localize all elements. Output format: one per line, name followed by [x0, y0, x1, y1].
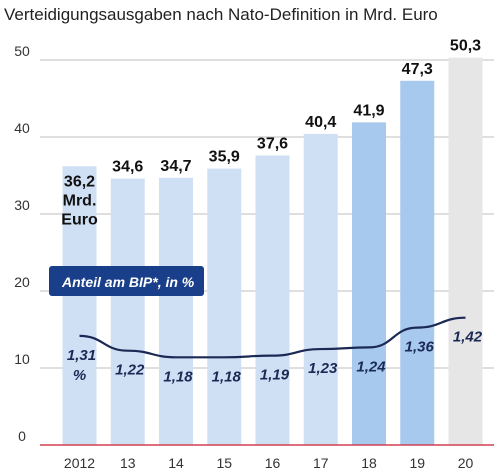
bar-value-label: 35,9: [209, 149, 240, 166]
x-tick-label: 19: [409, 455, 425, 471]
bip-point-label: 1,18: [212, 368, 242, 385]
bar-value-label: 37,6: [257, 135, 288, 152]
bip-point-label: 1,23: [308, 360, 338, 377]
bar-value-label: 50,3: [450, 38, 481, 55]
bip-unit-label: %: [73, 367, 86, 384]
x-tick-label: 16: [265, 455, 281, 471]
y-tick-label: 0: [18, 428, 26, 444]
bip-point-label: 1,36: [405, 339, 435, 356]
label-layer: 36,2 34,6 34,7 35,9 37,6 40,4 41,9 47,3 50,3 Mrd.…: [61, 38, 482, 386]
bar-15: [207, 168, 242, 445]
bar-unit-label: Euro: [61, 211, 98, 228]
bip-line-layer: [79, 316, 466, 359]
bar-13: [110, 178, 145, 445]
bar-14: [159, 177, 193, 445]
y-tick-label: 30: [14, 197, 30, 213]
bar-value-label: 40,4: [305, 114, 336, 131]
x-tick-label: 13: [120, 455, 136, 471]
bip-point-label: 1,18: [163, 368, 193, 385]
x-tick-label: 15: [216, 455, 232, 471]
bar-layer: [62, 57, 483, 446]
bar-16: [255, 155, 290, 446]
x-tick-label: 14: [168, 455, 184, 471]
bar-2012: [62, 166, 97, 445]
bar-value-label: 34,6: [112, 159, 143, 176]
bar-17: [303, 133, 338, 446]
x-tick-label: 18: [361, 455, 377, 471]
bip-legend-label: Anteil am BIP*, in %: [61, 274, 195, 290]
bip-legend: Anteil am BIP*, in %: [49, 266, 204, 296]
bar-value-label: 34,7: [160, 158, 191, 175]
bip-point-label: 1,42: [453, 329, 483, 346]
bar-value-label: 41,9: [353, 102, 384, 119]
chart-title: Verteidigungsausgaben nach Nato-Definiti…: [4, 5, 438, 24]
axis-layer: 0 10 20 30 40 50 2012 13 14 15 16 17 18 19 20: [14, 43, 494, 471]
bip-point-label: 1,24: [356, 358, 386, 375]
x-tick-label: 17: [313, 455, 329, 471]
bip-point-label: 1,19: [260, 367, 290, 384]
bip-legend-background: [49, 266, 204, 296]
bar-18: [352, 122, 386, 446]
bar-value-label: 47,3: [402, 61, 433, 78]
y-tick-label: 20: [14, 274, 30, 290]
bar-19: [400, 80, 435, 445]
bip-point-label: 1,22: [115, 362, 145, 379]
y-tick-label: 10: [14, 351, 30, 367]
x-tick-label: 20: [458, 455, 474, 471]
y-tick-label: 50: [14, 43, 30, 59]
bar-20: [448, 57, 483, 445]
bar-unit-label: Mrd.: [63, 192, 97, 209]
x-tick-label: 2012: [64, 455, 95, 471]
bip-point-label: 1,31: [67, 347, 96, 364]
y-tick-label: 40: [14, 120, 30, 136]
bar-value-label: 36,2: [64, 173, 95, 190]
bip-series-line: [79, 316, 466, 359]
